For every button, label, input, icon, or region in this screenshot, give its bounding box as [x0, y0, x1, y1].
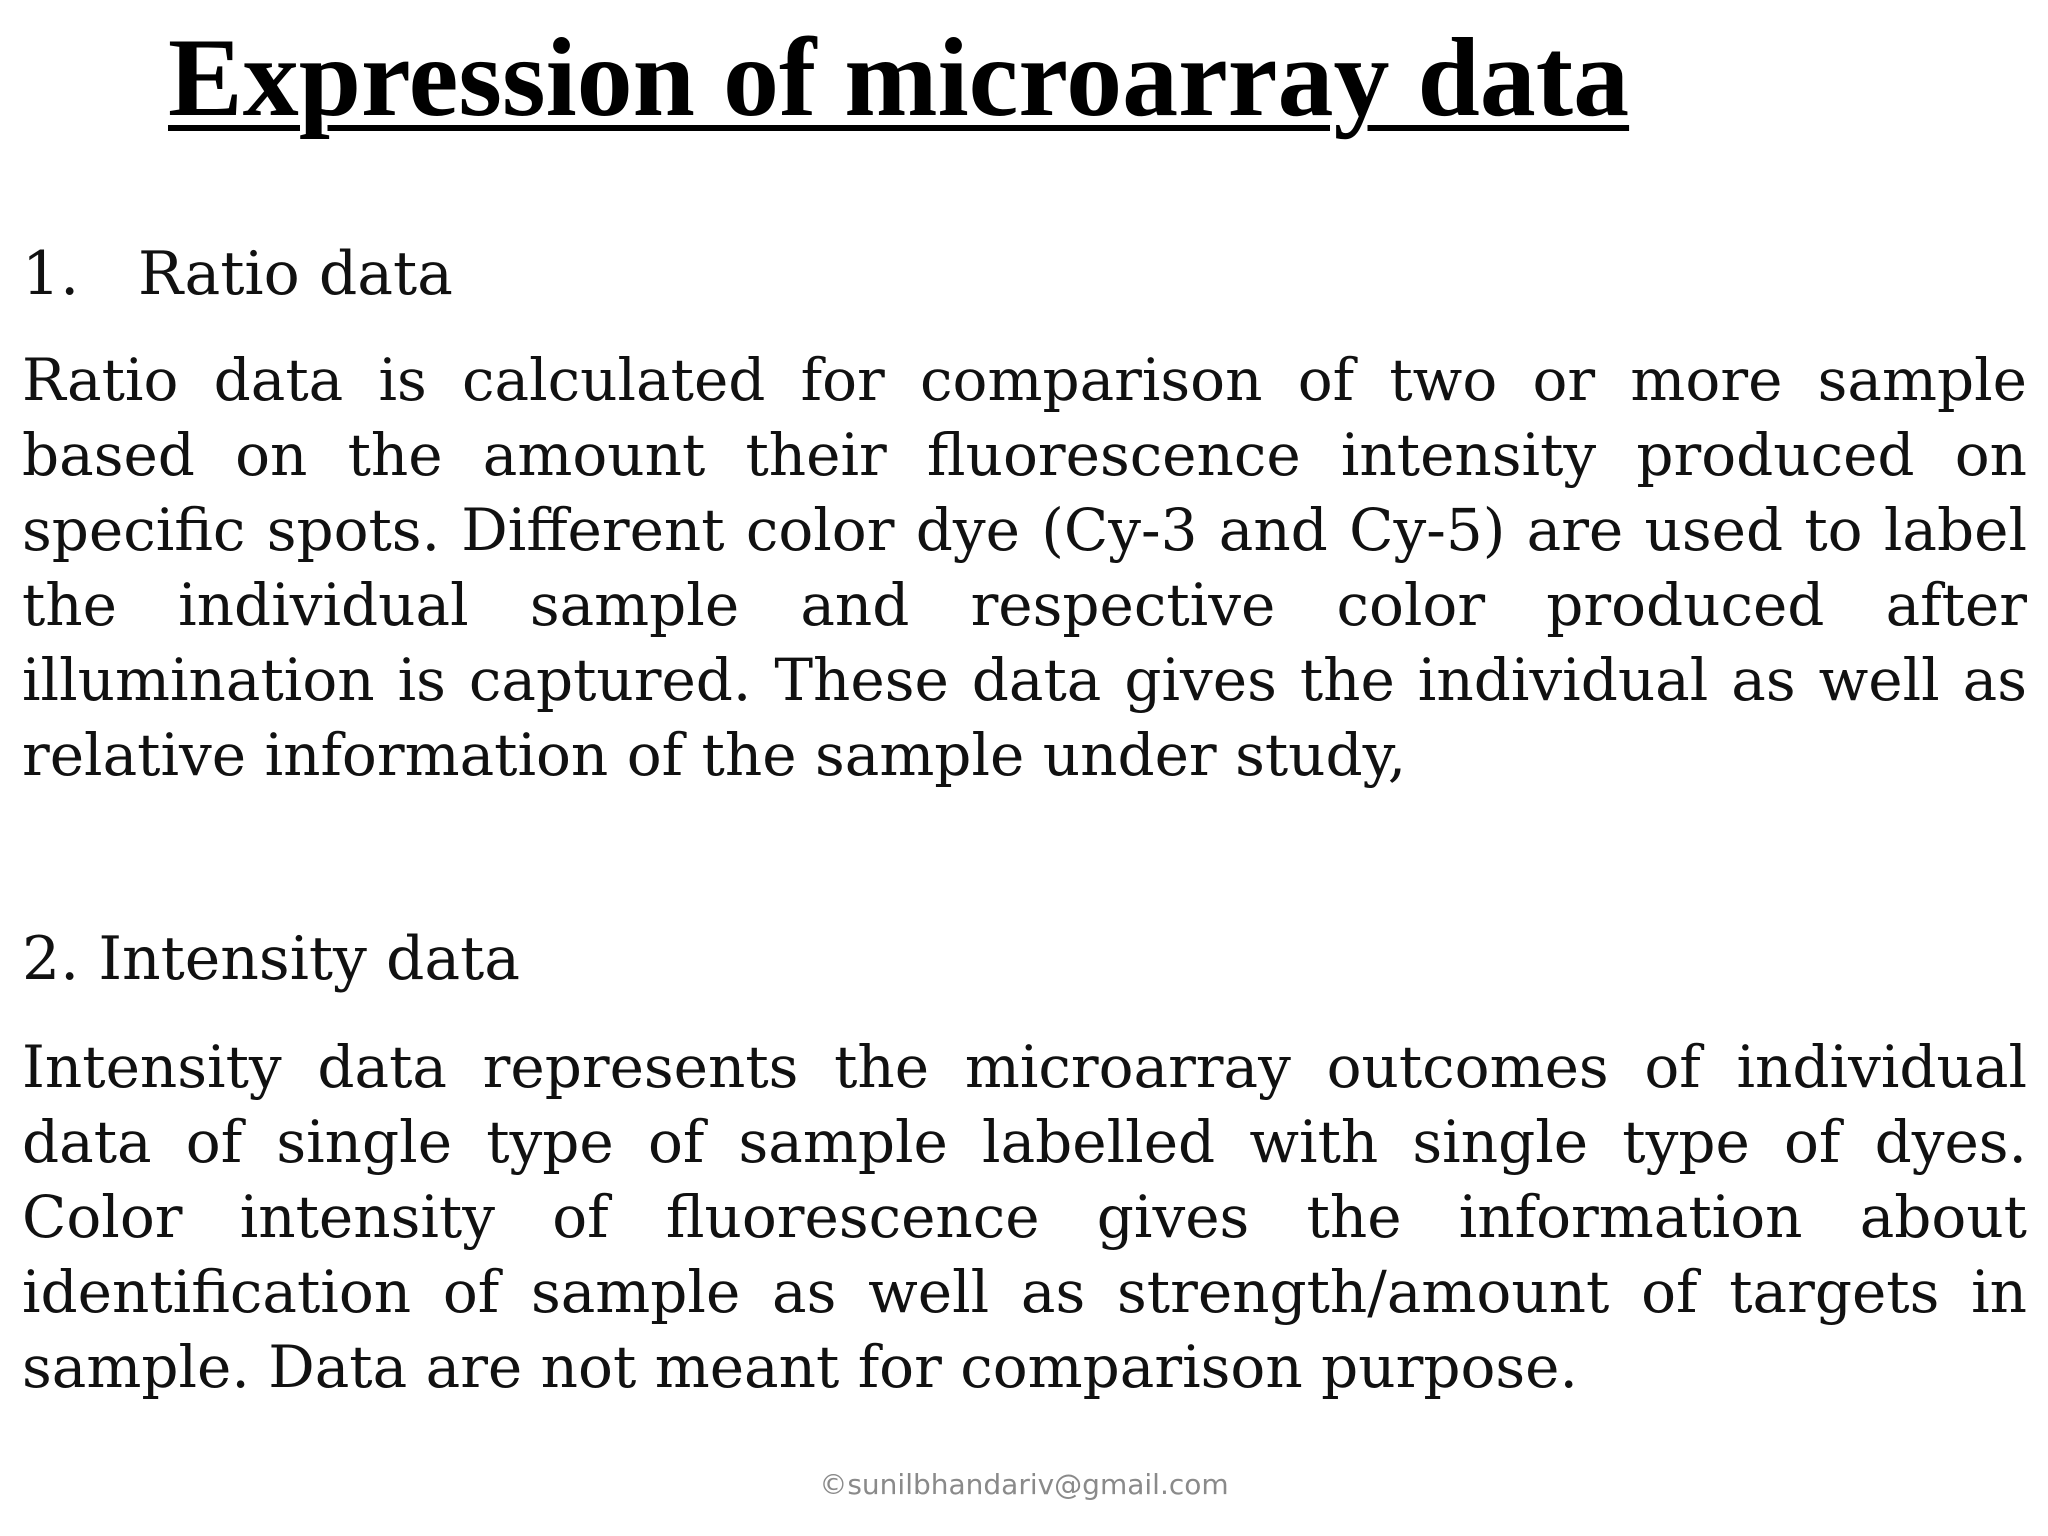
section-heading-label: Ratio data — [138, 239, 453, 309]
section-body-intensity-data: Intensity data represents the microarray… — [22, 1033, 2027, 1401]
footer-credit: ©sunilbhandariv@gmail.com — [819, 1468, 1229, 1501]
section-number: 2. — [22, 924, 80, 994]
section-heading-intensity-data: 2. Intensity data — [22, 925, 520, 994]
section-body-ratio-data: Ratio data is calculated for comparison … — [22, 346, 2027, 789]
section-heading-label: Intensity data — [98, 924, 521, 994]
section-heading-ratio-data: 1. Ratio data — [22, 240, 453, 309]
page-title: Expression of microarray data — [168, 16, 1630, 140]
section-number: 1. — [22, 239, 80, 309]
